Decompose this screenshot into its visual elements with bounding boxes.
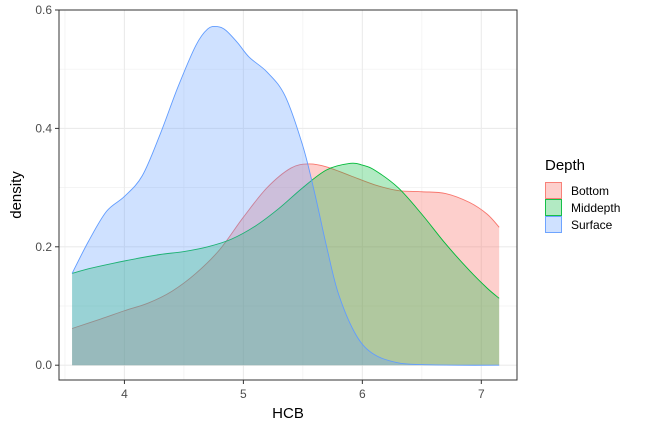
y-axis-title: density (8, 171, 25, 219)
legend-key-bg-middepth (545, 199, 562, 216)
x-tick-label: 5 (240, 387, 247, 401)
legend-title: Depth (545, 157, 585, 174)
x-axis-title: HCB (272, 405, 304, 422)
density-area-surface (72, 26, 500, 366)
legend-label-bottom: Bottom (571, 184, 609, 198)
y-tick-label: 0.6 (35, 3, 52, 17)
x-tick-label: 6 (359, 387, 366, 401)
legend-items: Bottom Middepth Surface (545, 182, 620, 233)
legend-key-surface (545, 216, 562, 233)
density-line-bottom (71, 163, 500, 329)
density-line-surface (71, 25, 500, 366)
density-areas (71, 25, 500, 366)
legend-key-middepth (545, 199, 562, 216)
y-tick-label: 0.4 (35, 121, 52, 135)
legend-key-bg-surface (545, 216, 562, 233)
y-tick-label: 0.0 (35, 358, 52, 372)
axes: 4 5 6 7 0.0 0.2 0.4 0.6 (35, 3, 485, 401)
legend: Depth Bottom Middepth Surface (545, 157, 620, 233)
density-line-middepth (71, 162, 500, 299)
legend-label-middepth: Middepth (571, 201, 620, 215)
x-tick-label: 4 (121, 387, 128, 401)
density-area-middepth (72, 163, 500, 366)
legend-label-surface: Surface (571, 218, 613, 232)
x-tick-label: 7 (478, 387, 485, 401)
legend-key-bottom (545, 182, 562, 199)
plot-panel-border (58, 9, 518, 381)
legend-key-bg-bottom (545, 182, 562, 199)
y-tick-label: 0.2 (35, 240, 52, 254)
density-area-bottom (72, 163, 500, 366)
